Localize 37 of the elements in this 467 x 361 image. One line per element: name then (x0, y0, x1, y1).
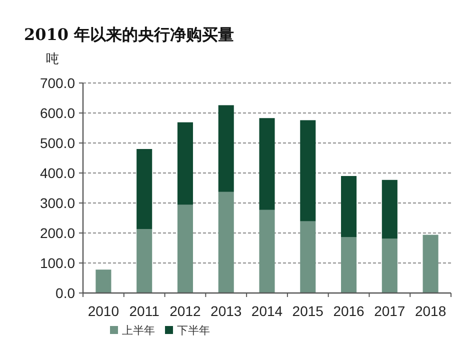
x-tick-label: 2016 (333, 303, 365, 319)
y-axis-title: 吨 (46, 51, 59, 66)
bar (259, 118, 275, 210)
bar (341, 176, 357, 238)
bar (300, 120, 316, 222)
x-tick-label: 2011 (129, 303, 160, 319)
bar (259, 210, 275, 293)
bar (382, 180, 398, 239)
y-tick-label: 500.0 (40, 135, 76, 151)
y-tick-label: 400.0 (40, 165, 76, 181)
y-tick-label: 100.0 (40, 255, 76, 271)
legend-label: 上半年 (122, 324, 155, 337)
bar (382, 238, 398, 293)
x-tick-label: 2013 (210, 303, 242, 319)
x-tick-label: 2014 (251, 303, 283, 319)
bar (422, 234, 438, 293)
y-tick-label: 200.0 (40, 225, 76, 241)
bar (341, 237, 357, 293)
bar (218, 192, 234, 293)
y-tick-label: 300.0 (40, 195, 76, 211)
x-tick-label: 2010 (88, 303, 120, 319)
chart-title: 2010 年以来的央行净购买量 (24, 25, 234, 44)
bar (96, 270, 112, 293)
bar (136, 229, 152, 293)
x-tick-label: 2017 (374, 303, 406, 319)
bar (136, 149, 152, 230)
bar (177, 204, 193, 293)
x-tick-label: 2018 (414, 303, 446, 319)
x-tick-label: 2012 (170, 303, 202, 319)
bar (300, 221, 316, 293)
y-tick-label: 0.0 (56, 285, 76, 301)
legend-label: 下半年 (177, 324, 210, 337)
x-tick-label: 2015 (292, 303, 324, 319)
bar (177, 122, 193, 205)
y-tick-label: 700.0 (40, 75, 76, 91)
bar (218, 105, 234, 192)
y-tick-label: 600.0 (40, 105, 76, 121)
